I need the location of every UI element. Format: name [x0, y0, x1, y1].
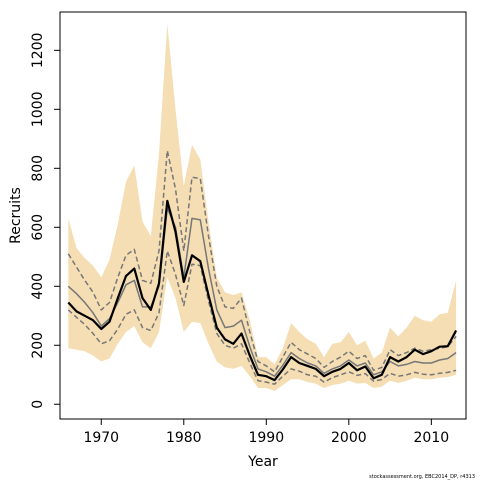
x-tick-label: 2010 [414, 430, 450, 446]
estimate-line [67, 199, 458, 382]
confidence-band [68, 23, 457, 392]
lower-interval-line [67, 250, 457, 385]
y-tick-label: 200 [30, 332, 46, 359]
confidence-band-layer [68, 23, 457, 392]
y-tick-label: 1000 [30, 92, 46, 128]
axes-layer: 1970 1980 1990 2000 2010 0 200 400 600 800 1000 120… [30, 33, 449, 446]
x-tick-label: 1980 [166, 430, 202, 446]
x-axis-title: Year [247, 454, 278, 470]
y-tick-label: 800 [30, 155, 46, 182]
x-tick-label: 2000 [331, 430, 367, 446]
credit-note: stockassessment.org, EBC2014_DP, r4313 [369, 474, 475, 480]
plot-frame [59, 11, 467, 420]
x-tick-label: 1990 [248, 430, 284, 446]
series-lines-layer [67, 149, 458, 385]
upper-interval-line [67, 149, 457, 373]
y-axis-title: Recruits [8, 187, 24, 244]
y-tick-label: 400 [30, 273, 46, 300]
y-tick-label: 0 [30, 400, 46, 409]
y-tick-label: 600 [30, 214, 46, 241]
alt-estimate-line [67, 207, 457, 377]
y-tick-label: 1200 [30, 33, 46, 69]
x-tick-label: 1970 [83, 430, 119, 446]
